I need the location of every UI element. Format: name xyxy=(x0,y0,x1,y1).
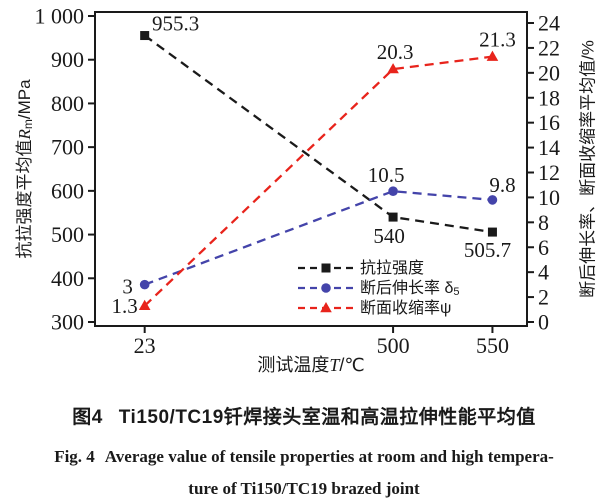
right-tick-label: 10 xyxy=(538,185,560,210)
legend-label: 断后伸长率 δ5 xyxy=(360,279,459,299)
caption-english-line1: Fig. 4 Average value of tensile propertie… xyxy=(0,446,608,467)
legend-label: 断面收缩率ψ xyxy=(360,299,451,317)
left-tick-label: 300 xyxy=(51,310,84,335)
series-line xyxy=(144,190,493,286)
data-point-label: 21.3 xyxy=(479,28,516,52)
right-axis-title: 断后伸长率、断面收缩率平均值/% xyxy=(579,40,598,298)
left-axis-title: 抗拉强度平均值Rm/MPa xyxy=(15,79,36,259)
data-point-label: 10.5 xyxy=(368,163,405,187)
triangle-legend-marker xyxy=(320,302,332,313)
series-line xyxy=(143,55,493,307)
data-point-label: 1.3 xyxy=(112,294,138,318)
square-marker xyxy=(140,31,150,41)
triangle-marker xyxy=(138,299,151,311)
x-tick-label: 550 xyxy=(476,333,509,358)
circle-marker xyxy=(388,186,398,196)
circle-marker xyxy=(139,279,150,290)
right-tick-label: 24 xyxy=(538,11,560,36)
right-tick-label: 14 xyxy=(538,135,560,160)
x-tick-label: 500 xyxy=(377,333,410,358)
left-tick-label: 600 xyxy=(51,178,84,203)
legend-item: 断后伸长率 δ5 xyxy=(298,279,459,299)
right-tick-label: 18 xyxy=(538,85,560,110)
x-axis-title: 测试温度T/℃ xyxy=(257,355,364,375)
triangle-marker xyxy=(486,50,499,61)
circle-legend-marker xyxy=(321,283,331,293)
left-tick-label: 1 000 xyxy=(35,4,85,29)
triangle-marker xyxy=(387,63,399,74)
left-axis: 300 400 500 600 700 800 900 1 000 xyxy=(35,4,95,335)
circle-marker xyxy=(487,195,498,205)
data-point-label: 9.8 xyxy=(489,173,515,197)
left-tick-label: 500 xyxy=(51,222,84,247)
right-tick-label: 2 xyxy=(538,285,549,310)
series-line xyxy=(144,34,493,234)
left-tick-label: 700 xyxy=(51,135,84,160)
left-tick-label: 900 xyxy=(51,47,84,72)
data-point-label: 540 xyxy=(373,224,405,248)
left-tick-label: 800 xyxy=(51,91,84,116)
legend-item: 断面收缩率ψ xyxy=(298,299,451,317)
x-axis: 23 500 550 xyxy=(134,326,509,358)
square-marker xyxy=(487,227,497,237)
right-tick-label: 22 xyxy=(538,35,560,60)
right-tick-label: 20 xyxy=(538,60,560,85)
square-marker xyxy=(388,212,398,222)
legend-label: 抗拉强度 xyxy=(360,259,424,277)
data-point-label: 3 xyxy=(122,275,133,299)
data-point-label: 955.3 xyxy=(152,12,199,36)
series-triangle: 1.3 20.3 21.3 xyxy=(112,28,516,318)
caption-english-line2: ture of Ti150/TC19 brazed joint xyxy=(188,479,420,498)
svg-text:抗拉强度平均值Rm/MPa: 抗拉强度平均值Rm/MPa xyxy=(15,79,36,259)
series-square: 955.3 540 505.7 xyxy=(140,12,511,262)
data-point-label: 505.7 xyxy=(464,238,511,262)
square-legend-marker xyxy=(321,263,331,273)
right-tick-label: 6 xyxy=(538,235,549,260)
data-point-label: 20.3 xyxy=(377,40,414,64)
right-tick-label: 16 xyxy=(538,110,560,135)
caption-zh-label: 图4 xyxy=(72,407,103,428)
caption-en-label: Fig. 4 xyxy=(54,447,95,466)
series-circle: 3 10.5 9.8 xyxy=(122,163,515,298)
plot-frame xyxy=(94,11,528,327)
caption-zh-text: Ti150/TC19钎焊接头室温和高温拉伸性能平均值 xyxy=(118,407,536,428)
svg-text:断后伸长率、断面收缩率平均值/%: 断后伸长率、断面收缩率平均值/% xyxy=(579,40,598,298)
x-tick-label: 23 xyxy=(134,333,156,358)
left-tick-label: 400 xyxy=(51,266,84,291)
legend-item: 抗拉强度 xyxy=(298,259,424,277)
right-tick-label: 4 xyxy=(538,260,549,285)
caption-chinese: 图4 Ti150/TC19钎焊接头室温和高温拉伸性能平均值 xyxy=(0,405,608,430)
right-tick-label: 12 xyxy=(538,160,560,185)
right-tick-label: 8 xyxy=(538,210,549,235)
caption-en-text: Average value of tensile properties at r… xyxy=(104,447,554,466)
right-tick-label: 0 xyxy=(538,310,549,335)
